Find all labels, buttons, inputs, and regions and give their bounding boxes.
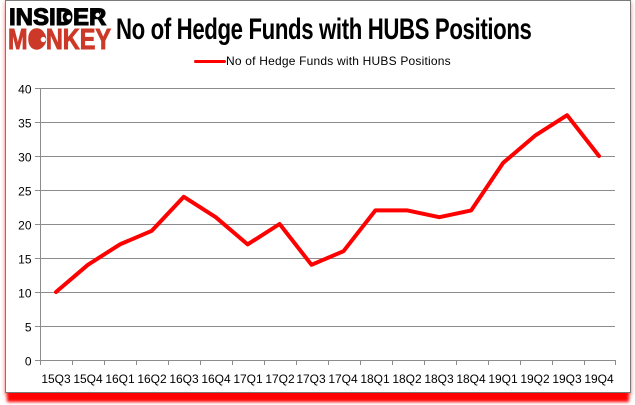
svg-text:16Q1: 16Q1 xyxy=(105,372,135,386)
svg-text:15: 15 xyxy=(18,253,32,267)
svg-text:5: 5 xyxy=(25,321,32,335)
svg-text:16Q4: 16Q4 xyxy=(201,372,231,386)
svg-text:18Q1: 18Q1 xyxy=(360,372,390,386)
svg-text:17Q3: 17Q3 xyxy=(296,372,326,386)
svg-text:18Q2: 18Q2 xyxy=(392,372,422,386)
svg-text:30: 30 xyxy=(18,151,32,165)
svg-text:17Q2: 17Q2 xyxy=(265,372,295,386)
svg-text:18Q4: 18Q4 xyxy=(456,372,486,386)
svg-text:16Q3: 16Q3 xyxy=(169,372,199,386)
svg-text:16Q2: 16Q2 xyxy=(137,372,167,386)
svg-text:15Q4: 15Q4 xyxy=(73,372,103,386)
svg-text:10: 10 xyxy=(18,287,32,301)
svg-text:40: 40 xyxy=(18,83,32,97)
svg-text:19Q1: 19Q1 xyxy=(488,372,518,386)
svg-text:19Q2: 19Q2 xyxy=(520,372,550,386)
svg-text:25: 25 xyxy=(18,185,32,199)
svg-text:0: 0 xyxy=(25,355,32,369)
svg-text:17Q1: 17Q1 xyxy=(233,372,263,386)
svg-text:19Q3: 19Q3 xyxy=(552,372,582,386)
svg-text:19Q4: 19Q4 xyxy=(584,372,614,386)
svg-text:35: 35 xyxy=(18,117,32,131)
svg-text:17Q4: 17Q4 xyxy=(328,372,358,386)
svg-text:18Q3: 18Q3 xyxy=(424,372,454,386)
svg-text:15Q3: 15Q3 xyxy=(41,372,71,386)
svg-text:20: 20 xyxy=(18,219,32,233)
